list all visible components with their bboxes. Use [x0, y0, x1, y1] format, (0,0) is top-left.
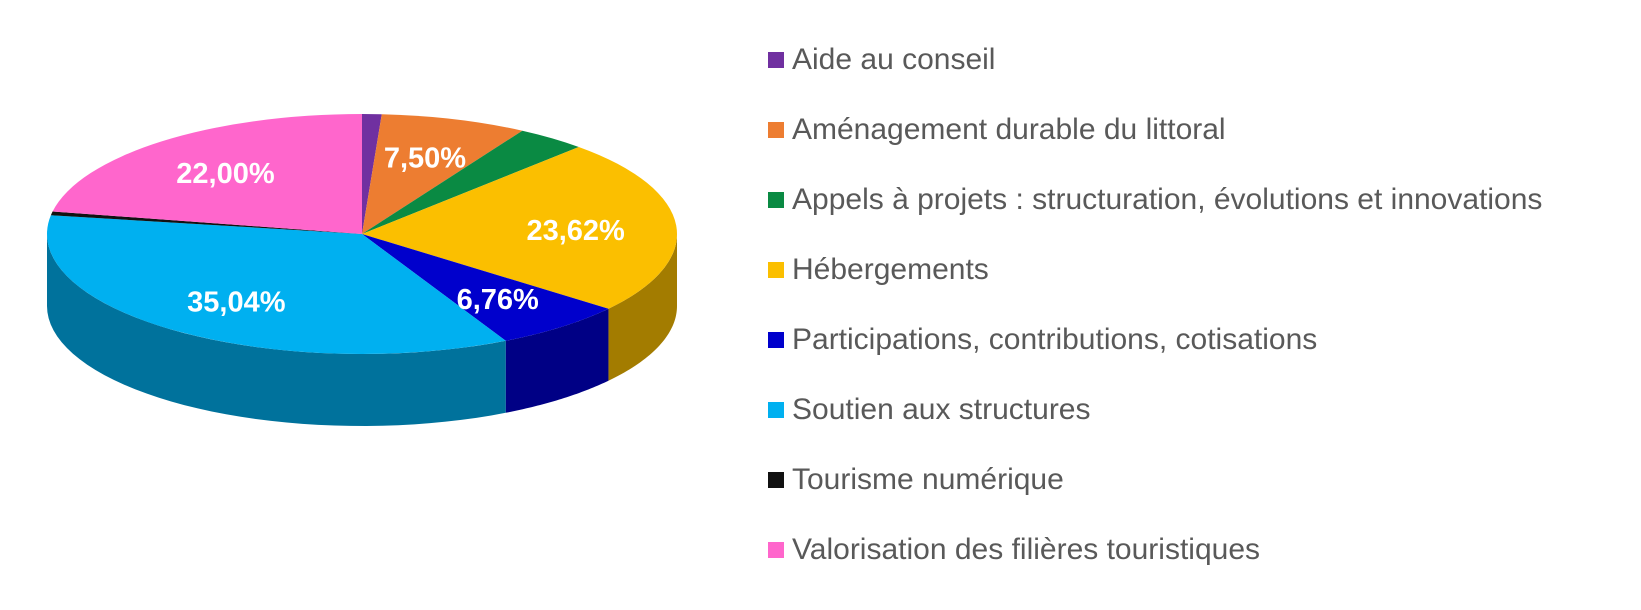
value-label: 6,76% [457, 284, 539, 316]
pie-slice [362, 234, 609, 341]
legend-swatch [768, 122, 784, 138]
legend-swatch [768, 262, 784, 278]
legend-swatch [768, 402, 784, 418]
value-label: 35,04% [187, 287, 286, 319]
pie-slice [362, 114, 382, 234]
legend-swatch [768, 192, 784, 208]
legend-swatch [768, 542, 784, 558]
slice-side [505, 308, 609, 413]
legend-swatch [768, 52, 784, 68]
legend-text: Appels à projets : structuration, évolut… [792, 183, 1542, 216]
legend-text: Soutien aux structures [792, 393, 1091, 426]
pie-slice [52, 114, 362, 234]
slice-side [608, 234, 677, 381]
legend-text: Aménagement durable du littoral [792, 113, 1226, 146]
pie-slice [46, 215, 506, 355]
pie-slice [362, 146, 677, 309]
value-label: 22,00% [176, 158, 275, 190]
legend-text: Valorisation des filières touristiques [792, 533, 1260, 566]
value-label: 7,50% [384, 143, 466, 175]
slice-side [47, 234, 506, 426]
legend-text: Tourisme numérique [792, 463, 1064, 496]
legend-text: Aide au conseil [792, 43, 995, 76]
legend-swatch [768, 472, 784, 488]
pie-slice [362, 130, 579, 234]
legend-text: Hébergements [792, 253, 989, 286]
legend-swatch [768, 332, 784, 348]
pie-slice [50, 211, 362, 234]
legend-text: Participations, contributions, cotisatio… [792, 323, 1317, 356]
value-label: 23,62% [526, 215, 625, 247]
pie-slice [362, 114, 523, 234]
